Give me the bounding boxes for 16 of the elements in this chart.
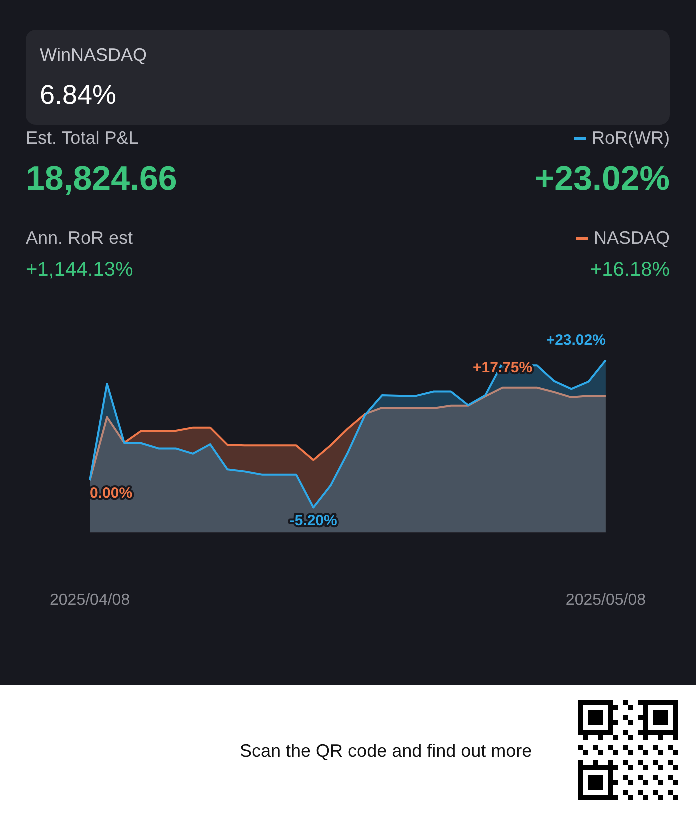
text: +16.18% [590, 259, 670, 282]
data-label: -5.20% [290, 512, 338, 530]
data-label: +23.02% [546, 332, 606, 349]
data-label: 0.00% [90, 485, 133, 502]
legend-label: RoR(WR) [592, 128, 670, 149]
x-tick-label: 2025/05/08 [566, 592, 646, 609]
text: +23.02% [534, 160, 670, 199]
legend-label: NASDAQ [594, 228, 670, 249]
x-tick-label: 2025/04/08 [50, 592, 130, 609]
text: 18,824.66 [26, 160, 178, 199]
text: +1,144.13% [26, 259, 134, 282]
text: Ann. RoR est [26, 228, 134, 249]
chart-subtitle: 6.84% [40, 80, 117, 111]
text: Est. Total P&L [26, 128, 139, 149]
text: Scan the QR code and find out more [240, 741, 532, 762]
chart-title: WinNASDAQ [40, 45, 148, 66]
